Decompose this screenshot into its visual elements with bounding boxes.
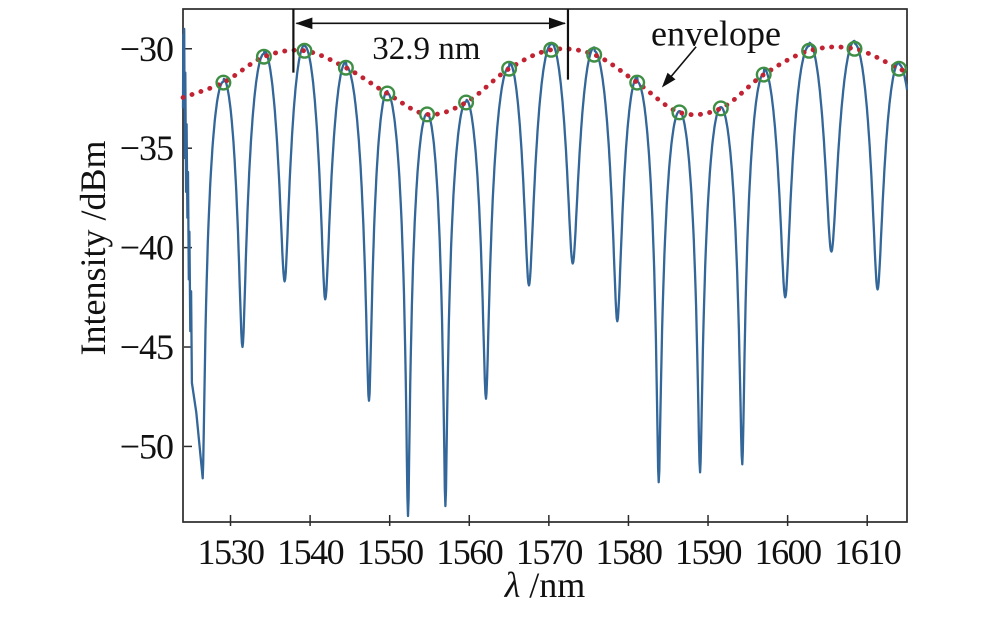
peak-marker [801, 42, 818, 59]
peak-marker [419, 106, 436, 123]
y-tick-label: −45 [120, 327, 173, 367]
x-tick-label: 1590 [675, 532, 742, 572]
span-label: 32.9 nm [372, 31, 481, 67]
y-tick-label: −30 [120, 29, 173, 69]
x-tick-label: 1550 [357, 532, 424, 572]
x-tick-label: 1600 [755, 532, 822, 572]
x-tick-label: 1580 [595, 532, 662, 572]
chart-generated-layer: 1530 1540 1550 1560 1570 1580 1590 1600 1610 −30 −… [120, 8, 910, 572]
x-tick-label: 1540 [277, 532, 344, 572]
plot-area-border [182, 8, 908, 523]
span-arrowhead-left [295, 17, 313, 30]
peak-marker [846, 40, 863, 57]
peak-marker [255, 48, 272, 65]
peak-marker [543, 41, 560, 58]
peak-marker [755, 66, 772, 83]
peak-marker [891, 60, 908, 77]
x-axis-title: λ /nm [504, 565, 586, 605]
envelope-pointer-head [661, 72, 676, 88]
peak-marker [296, 42, 313, 59]
envelope-curve [180, 44, 910, 118]
x-tick-label: 1560 [436, 532, 503, 572]
signal-curve [181, 27, 909, 518]
peak-marker [337, 59, 354, 76]
y-tick-label: −40 [120, 228, 173, 268]
peak-marker [501, 60, 518, 77]
x-tick-label: 1610 [834, 532, 901, 572]
x-tick-label: 1570 [516, 532, 583, 572]
peak-marker [712, 100, 729, 117]
peak-marker [671, 104, 688, 121]
envelope-label: envelope [651, 13, 781, 53]
peak-marker [586, 46, 603, 63]
y-tick-label: −50 [120, 426, 173, 466]
y-tick-label: −35 [120, 128, 173, 168]
peak-marker [379, 85, 396, 102]
envelope-pointer-line [666, 46, 697, 82]
peak-marker [458, 94, 475, 111]
x-tick-label: 1530 [198, 532, 265, 572]
peak-marker [215, 74, 232, 91]
peak-marker [629, 74, 646, 91]
y-axis-title: Intensity /dBm [73, 141, 113, 356]
span-arrowhead-right [548, 17, 566, 30]
